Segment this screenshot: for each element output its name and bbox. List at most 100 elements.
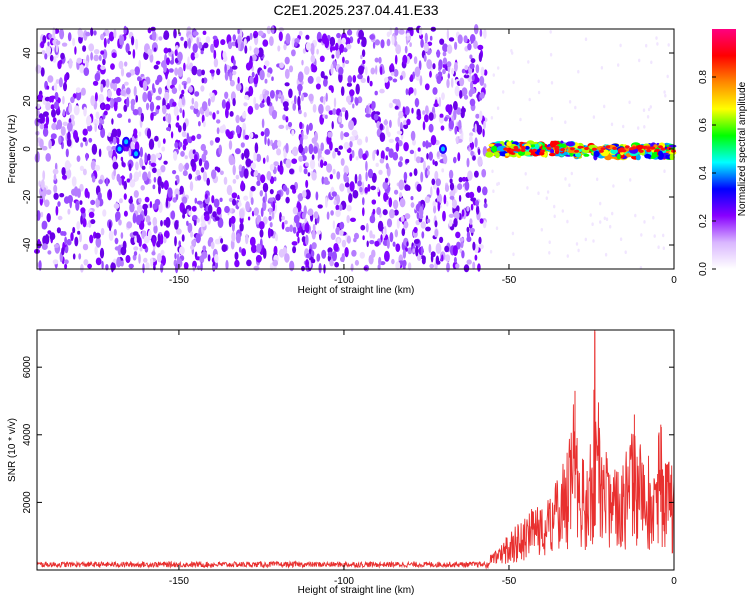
heatmap-cell (112, 136, 117, 145)
heatmap-cell (310, 258, 316, 264)
heatmap-cell (453, 62, 458, 72)
heatmap-cell (264, 78, 268, 84)
heatmap-cell (45, 153, 51, 162)
heatmap-cell (125, 255, 131, 263)
heatmap-cell (58, 135, 62, 145)
heatmap-cell (285, 142, 289, 154)
heatmap-cell (510, 49, 513, 53)
heatmap-cell (461, 87, 468, 97)
heatmap-cell (397, 116, 401, 127)
heatmap-cell (245, 62, 252, 71)
heatmap-cell (344, 182, 350, 188)
heatmap-cell (340, 158, 345, 166)
heatmap-cell (329, 36, 336, 47)
heatmap-cell (242, 111, 247, 119)
heatmap-cell (400, 215, 405, 222)
colorbar-tick-label: 0.0 (698, 262, 709, 276)
heatmap-cell (74, 46, 77, 55)
heatmap-cell (256, 153, 262, 163)
heatmap-cell (315, 83, 321, 90)
heatmap-cell (191, 65, 198, 76)
heatmap-cell (357, 180, 362, 187)
heatmap-cell (249, 32, 253, 40)
heatmap-cell (200, 167, 205, 173)
heatmap-cell (345, 43, 352, 50)
heatmap-cell (165, 217, 171, 228)
heatmap-cell (201, 77, 205, 84)
heatmap-cell (482, 186, 488, 196)
heatmap-cell (72, 226, 76, 234)
heatmap-cell (354, 173, 358, 184)
heatmap-cell (429, 35, 433, 41)
heatmap-cell (564, 120, 567, 124)
heatmap-cell (224, 91, 229, 100)
x-tick-label: 0 (671, 576, 677, 587)
heatmap-cell (254, 103, 259, 111)
heatmap-cell (256, 180, 261, 186)
heatmap-cell (469, 63, 475, 70)
heatmap-cell (298, 165, 303, 173)
heatmap-cell (58, 59, 63, 65)
heatmap-cell (282, 114, 286, 121)
heatmap-cell (350, 217, 356, 222)
heatmap-cell (253, 47, 260, 55)
heatmap-cell (412, 139, 416, 146)
heatmap-cell (264, 60, 270, 67)
heatmap-cell (375, 65, 378, 75)
heatmap-cell (635, 154, 641, 161)
heatmap-cell (457, 152, 461, 162)
heatmap-cell (348, 193, 353, 203)
heatmap-cell (57, 215, 63, 221)
heatmap-cell (470, 150, 474, 156)
heatmap-cell (182, 144, 187, 151)
heatmap-cell (341, 239, 347, 248)
heatmap-cell (149, 201, 153, 209)
heatmap-cell (153, 224, 158, 234)
heatmap-cell (311, 229, 316, 240)
heatmap-cell (100, 83, 104, 93)
heatmap-cell (657, 245, 660, 249)
heatmap-cell (229, 111, 234, 117)
heatmap-cell (251, 54, 257, 62)
heatmap-cell (150, 257, 154, 267)
heatmap-cell (130, 98, 136, 106)
heatmap-cell (305, 42, 312, 51)
heatmap-cell (419, 26, 423, 36)
heatmap-cell (338, 116, 342, 123)
heatmap-cell (61, 167, 66, 176)
heatmap-cell (145, 262, 150, 270)
heatmap-cell (208, 204, 213, 214)
heatmap-cell (220, 39, 226, 46)
heatmap-cell (376, 207, 382, 215)
heatmap-cell (239, 208, 245, 219)
heatmap-cell (62, 174, 67, 180)
heatmap-cell (294, 41, 298, 47)
heatmap-cell (431, 178, 436, 186)
heatmap-cell (312, 104, 317, 113)
heatmap-cell (201, 251, 208, 259)
heatmap-cell (111, 79, 117, 84)
heatmap-cell (262, 157, 266, 164)
heatmap-cell (101, 104, 104, 110)
heatmap-cell (137, 76, 142, 82)
heatmap-cell (209, 140, 214, 146)
heatmap-cell (113, 203, 120, 209)
heatmap-cell (617, 63, 620, 67)
heatmap-cell (288, 88, 293, 99)
heatmap-cell (259, 103, 265, 108)
heatmap-cell (35, 64, 42, 74)
heatmap-cell (561, 209, 564, 213)
heatmap-cell (385, 155, 389, 161)
heatmap-cell (262, 248, 267, 259)
heatmap-cell (418, 60, 422, 71)
heatmap-cell (176, 114, 180, 121)
heatmap-cell (446, 78, 450, 89)
heatmap-cell (384, 250, 390, 262)
heatmap-cell (145, 215, 151, 223)
heatmap-cell (129, 179, 136, 188)
heatmap-cell (80, 87, 86, 96)
heatmap-cell (466, 157, 470, 168)
heatmap-cell (399, 198, 406, 208)
heatmap-cell (667, 43, 670, 47)
heatmap-cell (470, 81, 474, 91)
